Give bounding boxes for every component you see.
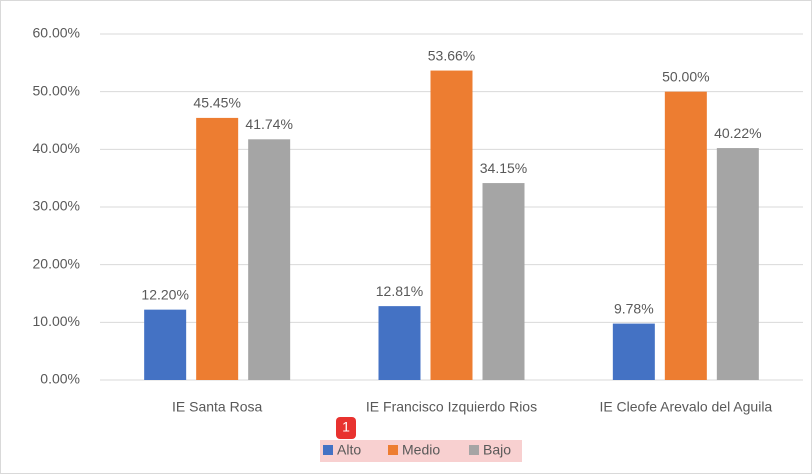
bar [430,70,473,380]
data-label: 34.15% [480,160,527,176]
data-label: 12.81% [376,283,423,299]
legend-label: Bajo [483,442,511,458]
data-label: 50.00% [662,68,709,84]
data-label: 9.78% [614,300,654,316]
annotation-badge [336,417,356,439]
y-tick-label: 10.00% [33,313,80,329]
data-label: 53.66% [428,47,475,63]
annotation-text: 1 [342,419,350,435]
legend-label: Alto [337,442,361,458]
y-tick-label: 0.00% [40,371,80,387]
data-label: 45.45% [193,95,240,111]
bar [612,323,655,380]
x-tick-label: IE Santa Rosa [172,399,262,415]
bar [482,183,525,380]
y-tick-label: 20.00% [33,255,80,271]
legend-label: Medio [402,442,440,458]
bar [378,306,421,380]
y-tick-label: 30.00% [33,198,80,214]
y-tick-label: 60.00% [33,25,80,41]
legend-swatch [469,445,479,455]
legend-swatch [388,445,398,455]
bar [196,117,239,380]
data-label: 12.20% [141,286,188,302]
y-tick-label: 40.00% [33,140,80,156]
data-label: 41.74% [245,116,292,132]
bar [664,91,707,381]
x-tick-label: IE Cleofe Arevalo del Aguila [599,399,772,415]
bar [144,309,187,380]
y-tick-label: 50.00% [33,82,80,98]
bar [248,139,291,380]
bar [716,148,759,380]
legend-swatch [323,445,333,455]
data-label: 40.22% [714,125,761,141]
x-tick-label: IE Francisco Izquierdo Rios [366,399,537,415]
